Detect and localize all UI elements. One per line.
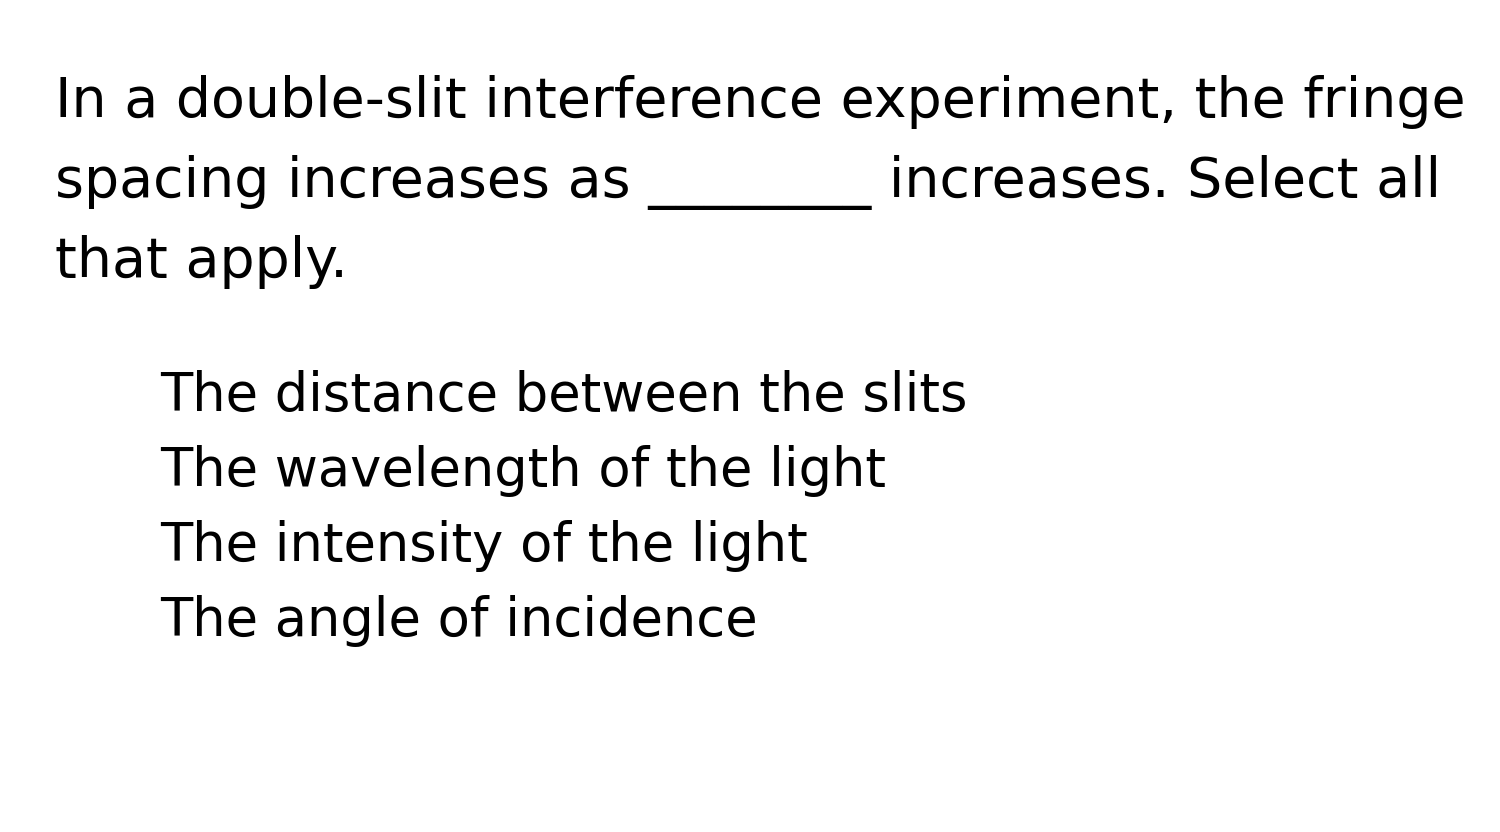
Text: The intensity of the light: The intensity of the light (160, 520, 807, 572)
Text: The wavelength of the light: The wavelength of the light (160, 445, 886, 497)
Text: The angle of incidence: The angle of incidence (160, 595, 758, 647)
Text: spacing increases as ________ increases. Select all: spacing increases as ________ increases.… (56, 155, 1442, 210)
Text: that apply.: that apply. (56, 235, 348, 289)
Text: In a double-slit interference experiment, the fringe: In a double-slit interference experiment… (56, 75, 1466, 129)
Text: The distance between the slits: The distance between the slits (160, 370, 968, 422)
